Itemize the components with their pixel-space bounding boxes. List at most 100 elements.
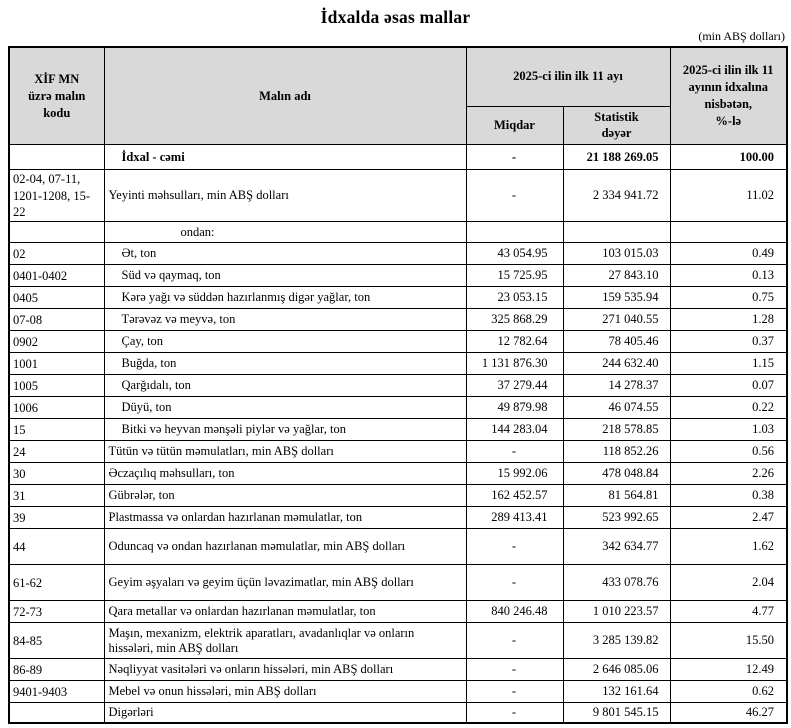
cell-code [8, 144, 105, 171]
cell-quantity: 43 054.95 [465, 242, 564, 266]
cell-name: Əczaçılıq məhsulları, ton [103, 462, 467, 486]
cell-stat-value: 9 801 545.15 [562, 702, 671, 724]
table-row: 0902 Çay, ton 12 782.64 78 405.46 0.37 [8, 330, 788, 354]
cell-stat-value: 342 634.77 [562, 528, 671, 566]
cell-share: 0.49 [669, 242, 788, 266]
cell-code: 84-85 [8, 622, 105, 660]
table-row: 61-62 Geyim əşyaları və geyim üçün ləvazi… [8, 564, 788, 602]
cell-stat-value: 244 632.40 [562, 352, 671, 376]
cell-share: 2.04 [669, 564, 788, 602]
cell-share: 4.77 [669, 600, 788, 624]
cell-stat-value: 3 285 139.82 [562, 622, 671, 660]
cell-name: Maşın, mexanizm, elektrik aparatları, av… [103, 622, 467, 660]
unit-note: (min ABŞ dolları) [698, 29, 785, 43]
table-row: 31 Gübrələr, ton 162 452.57 81 564.81 0.38 [8, 484, 788, 508]
cell-quantity: 23 053.15 [465, 286, 564, 310]
cell-quantity: - [465, 144, 564, 171]
cell-stat-value: 103 015.03 [562, 242, 671, 266]
cell-quantity: 289 413.41 [465, 506, 564, 530]
cell-quantity: - [465, 564, 564, 602]
imports-table: XİF MN üzrə malın kodu Malın adı 2025-ci… [8, 46, 788, 724]
cell-name: Düyü, ton [103, 396, 467, 420]
cell-quantity: 15 725.95 [465, 264, 564, 288]
cell-stat-value: 14 278.37 [562, 374, 671, 398]
cell-code: 30 [8, 462, 105, 486]
table-row: 1006 Düyü, ton 49 879.98 46 074.55 0.22 [8, 396, 788, 420]
table-row: 72-73 Qara metallar və onlardan hazırlana… [8, 600, 788, 624]
cell-stat-value: 118 852.26 [562, 440, 671, 464]
cell-share [669, 221, 788, 244]
table-row: 24 Tütün və tütün məmulatları, min ABŞ do… [8, 440, 788, 464]
cell-stat-value: 78 405.46 [562, 330, 671, 354]
cell-name: Oduncaq və ondan hazırlanan məmulatlar, … [103, 528, 467, 566]
table-row: 86-89 Nəqliyyat vasitələri və onların his… [8, 658, 788, 682]
header-share: 2025-ci ilin ilk 11 ayının idxalına nisb… [669, 46, 788, 146]
table-row: İdxal - cəmi -21 188 269.05 100.00 [8, 144, 788, 171]
table-row: 0405 Kərə yağı və süddən hazırlanmış digə… [8, 286, 788, 310]
cell-name: Qarğıdalı, ton [103, 374, 467, 398]
cell-share: 0.62 [669, 680, 788, 704]
cell-code: 1005 [8, 374, 105, 398]
page-title: İdxalda əsas mallar [320, 7, 471, 27]
cell-quantity: 162 452.57 [465, 484, 564, 508]
cell-name: Bitki və heyvan mənşəli piylər və yağlar… [103, 418, 467, 442]
cell-stat-value: 132 161.64 [562, 680, 671, 704]
cell-name: Kərə yağı və süddən hazırlanmış digər ya… [103, 286, 467, 310]
table-row: 39 Plastmassa və onlardan hazırlanan məmu… [8, 506, 788, 530]
header-period-group: 2025-ci ilin ilk 11 ayı [465, 46, 671, 107]
cell-name: Digərləri [103, 702, 467, 724]
cell-share: 46.27 [669, 702, 788, 724]
table-row: 44 Oduncaq və ondan hazırlanan məmulatlar… [8, 528, 788, 566]
cell-quantity: 1 131 876.30 [465, 352, 564, 376]
table-row: 0401-0402 Süd və qaymaq, ton 15 725.95 27 8… [8, 264, 788, 288]
table-row: 9401-9403 Mebel və onun hissələri, min AB… [8, 680, 788, 704]
cell-share: 12.49 [669, 658, 788, 682]
cell-share: 0.56 [669, 440, 788, 464]
cell-name: Tütün və tütün məmulatları, min ABŞ doll… [103, 440, 467, 464]
table-row: 02 Ət, ton 43 054.95 103 015.03 0.49 [8, 242, 788, 266]
cell-share: 2.47 [669, 506, 788, 530]
table-row: 1005 Qarğıdalı, ton 37 279.44 14 278.37 0.07 [8, 374, 788, 398]
cell-code: 07-08 [8, 308, 105, 332]
cell-stat-value: 271 040.55 [562, 308, 671, 332]
cell-share: 1.28 [669, 308, 788, 332]
cell-stat-value: 46 074.55 [562, 396, 671, 420]
cell-stat-value: 81 564.81 [562, 484, 671, 508]
cell-code: 0902 [8, 330, 105, 354]
cell-share: 0.75 [669, 286, 788, 310]
cell-code: 86-89 [8, 658, 105, 682]
cell-code: 44 [8, 528, 105, 566]
cell-code: 9401-9403 [8, 680, 105, 704]
cell-quantity: - [465, 680, 564, 704]
cell-code: 15 [8, 418, 105, 442]
cell-share: 0.13 [669, 264, 788, 288]
table-row: ondan: [8, 221, 788, 244]
table-row: 30 Əczaçılıq məhsulları, ton 15 992.06 478 … [8, 462, 788, 486]
cell-quantity: 840 246.48 [465, 600, 564, 624]
cell-code: 72-73 [8, 600, 105, 624]
cell-quantity: - [465, 169, 564, 223]
cell-share: 1.15 [669, 352, 788, 376]
cell-stat-value: 433 078.76 [562, 564, 671, 602]
cell-stat-value [562, 221, 671, 244]
cell-share: 0.22 [669, 396, 788, 420]
cell-quantity [465, 221, 564, 244]
cell-stat-value: 27 843.10 [562, 264, 671, 288]
header-stat-value: Statistik dəyər [562, 105, 671, 146]
cell-name: Yeyinti məhsulları, min ABŞ dolları [103, 169, 467, 223]
cell-stat-value: 159 535.94 [562, 286, 671, 310]
cell-name: Mebel və onun hissələri, min ABŞ dolları [103, 680, 467, 704]
cell-share: 0.07 [669, 374, 788, 398]
table-row: Digərləri -9 801 545.15 46.27 [8, 702, 788, 724]
cell-share: 11.02 [669, 169, 788, 223]
cell-code: 39 [8, 506, 105, 530]
cell-code: 31 [8, 484, 105, 508]
cell-code: 1001 [8, 352, 105, 376]
cell-name: Ət, ton [103, 242, 467, 266]
cell-stat-value: 21 188 269.05 [562, 144, 671, 171]
cell-name: Geyim əşyaları və geyim üçün ləvazimatla… [103, 564, 467, 602]
cell-stat-value: 1 010 223.57 [562, 600, 671, 624]
table-row: 15 Bitki və heyvan mənşəli piylər və yağl… [8, 418, 788, 442]
cell-share: 2.26 [669, 462, 788, 486]
